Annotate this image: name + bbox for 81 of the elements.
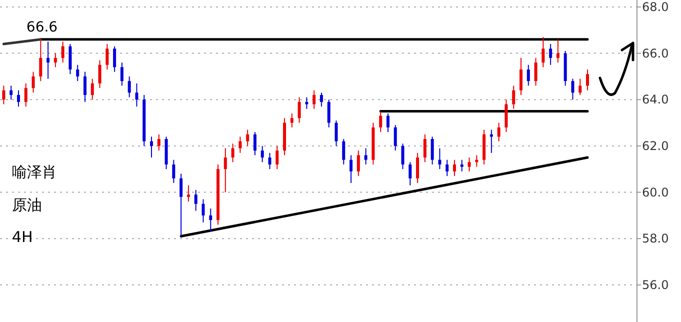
candlestick	[128, 76, 131, 98]
y-tick-label: 58.0	[642, 232, 669, 246]
candlestick	[312, 90, 316, 110]
candlestick	[416, 152, 420, 184]
candlestick	[290, 113, 294, 128]
candlestick	[298, 96, 301, 124]
annotation: 原油	[12, 196, 42, 214]
candlestick	[157, 134, 160, 152]
candlestick	[186, 184, 190, 202]
candlestick	[10, 85, 13, 100]
candlestick	[334, 120, 338, 146]
candlestick	[534, 57, 538, 86]
candlestick	[526, 64, 530, 86]
annotation: 4H	[12, 228, 33, 246]
candlestick	[542, 36, 545, 68]
candlestick	[150, 136, 153, 158]
y-tick-label: 62.0	[642, 138, 669, 153]
annotation: 喻泽肖	[12, 163, 57, 181]
candlestick	[394, 124, 397, 152]
candlestick	[231, 143, 234, 163]
candlestick	[260, 145, 264, 163]
candlestick	[408, 162, 412, 186]
annotation: 66.6	[26, 19, 58, 36]
candlestick	[268, 152, 272, 170]
candlestick	[120, 62, 124, 86]
candlestick	[54, 52, 57, 68]
candlestick	[586, 68, 590, 91]
candlestick	[460, 159, 464, 172]
y-tick-label: 60.0	[642, 185, 669, 200]
candlestick	[106, 44, 109, 70]
y-tick-label: 64.0	[642, 92, 669, 107]
candlestick	[24, 82, 28, 108]
candlestick	[90, 78, 94, 100]
candlestick	[497, 122, 500, 142]
candlestick	[46, 41, 50, 80]
candlestick	[386, 113, 390, 133]
candlestick	[342, 138, 346, 165]
candlestick	[238, 136, 242, 154]
candlestick	[423, 134, 426, 163]
candlestick	[520, 57, 522, 96]
candlestick	[401, 143, 404, 170]
candlestick	[276, 145, 279, 170]
candlestick	[61, 41, 64, 64]
candlestick	[556, 38, 560, 64]
candlestick	[209, 208, 212, 232]
candlestick	[2, 85, 6, 105]
y-tick-label: 68.0	[642, 0, 669, 14]
candlestick	[356, 150, 360, 177]
candlestick	[113, 46, 116, 72]
candlestick	[549, 44, 552, 66]
candlestick	[350, 154, 353, 184]
candlestick	[468, 157, 471, 172]
candlestick	[224, 148, 227, 193]
candlestick	[379, 110, 382, 133]
candlestick	[172, 159, 176, 184]
candlestick	[446, 159, 449, 177]
candlestick	[452, 159, 456, 177]
candlestick	[571, 78, 574, 100]
candlestick	[68, 44, 72, 75]
candlestick	[83, 71, 86, 102]
candlestick	[504, 99, 508, 133]
candlestick	[327, 99, 330, 128]
candlestick	[98, 60, 102, 89]
candlestick	[76, 64, 80, 82]
candlestick	[512, 85, 516, 110]
candlestick	[16, 90, 20, 108]
candlestick	[246, 129, 250, 146]
candlestick	[320, 92, 323, 108]
y-tick-label: 56.0	[642, 278, 669, 292]
candlestick	[194, 189, 198, 212]
candlestick	[202, 198, 205, 223]
candlestick	[253, 132, 256, 156]
candlestick	[578, 78, 582, 96]
candlestick	[438, 148, 442, 170]
y-tick-label: 66.0	[642, 46, 669, 60]
candlestick	[430, 136, 434, 165]
candlestick	[39, 38, 42, 82]
candlestick	[135, 82, 138, 108]
candlestick	[32, 71, 35, 94]
candlestick	[364, 148, 368, 165]
candlestick	[180, 173, 183, 237]
